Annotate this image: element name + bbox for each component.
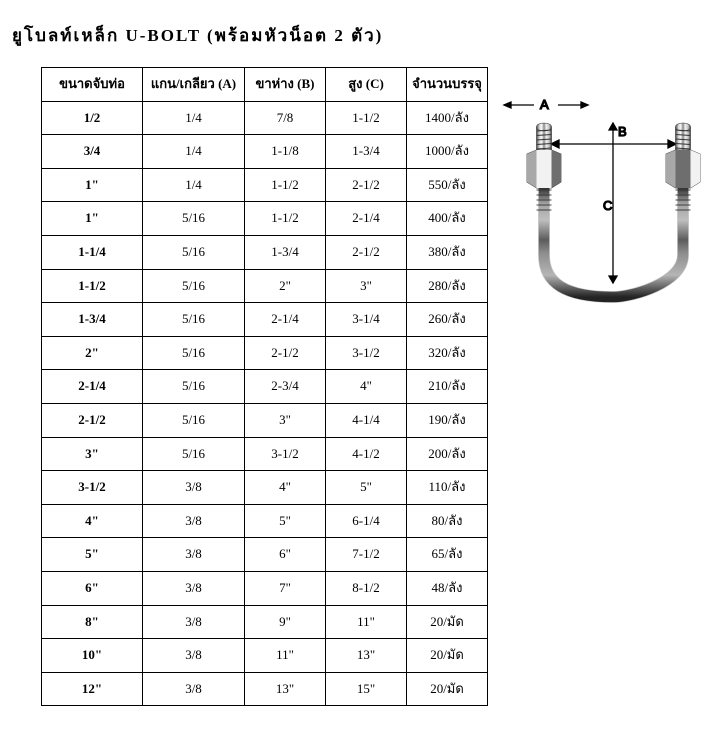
svg-text:C: C — [603, 198, 612, 213]
svg-text:B: B — [618, 124, 627, 139]
svg-text:A: A — [540, 97, 549, 112]
